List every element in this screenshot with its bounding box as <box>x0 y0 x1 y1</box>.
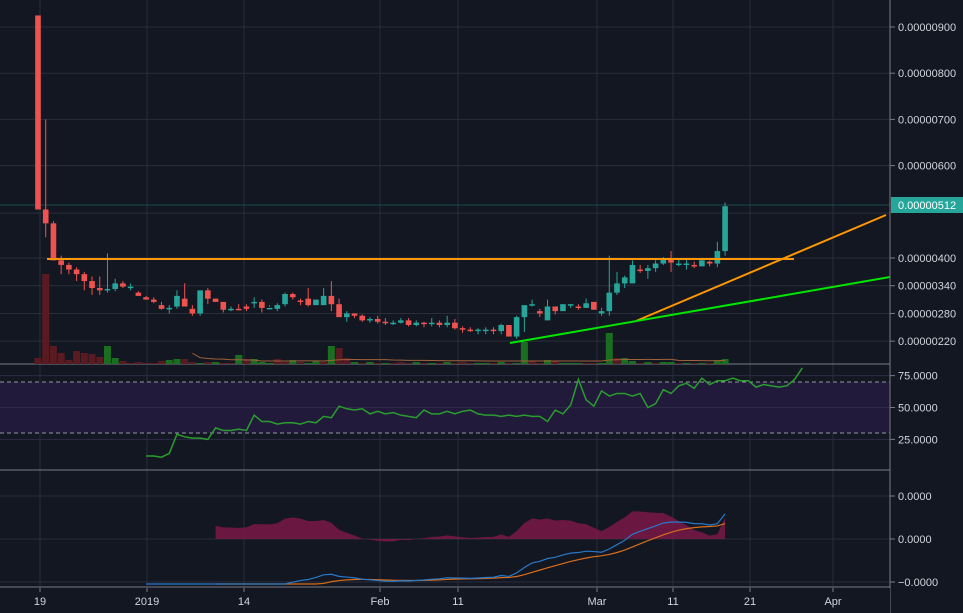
macd-indicator <box>146 511 726 585</box>
price-axes[interactable]: 0.00000900 0.00000800 0.00000700 0.00000600… <box>889 0 963 613</box>
time-tick-label: 11 <box>452 596 463 608</box>
time-axis[interactable]: 19 2019 14 Feb 11 Mar 11 21 Apr <box>0 588 890 613</box>
macd-tick-label: 0.0000 <box>898 491 932 503</box>
time-tick-label: 21 <box>744 596 756 608</box>
rsi-indicator <box>146 367 803 459</box>
time-tick-label: 2019 <box>135 596 159 608</box>
price-tick-label: 0.00000340 <box>898 281 956 293</box>
orange-trendline[interactable] <box>635 214 887 322</box>
svg-text:0.00000512: 0.00000512 <box>898 200 956 212</box>
time-tick-label: 11 <box>667 596 678 608</box>
volume-bars <box>34 274 729 364</box>
price-tick-label: 0.00000800 <box>898 68 956 80</box>
last-price-tag: 0.00000512 <box>891 197 963 213</box>
price-tick-label: 0.00000220 <box>898 336 956 348</box>
chart-grid <box>0 0 963 588</box>
time-tick-label: 14 <box>238 596 250 608</box>
candlesticks <box>35 15 728 339</box>
time-tick-label: Mar <box>588 596 607 608</box>
rsi-tick-label: 50.0000 <box>898 403 938 415</box>
time-tick-label: 19 <box>34 596 46 608</box>
price-tick-label: 0.00000600 <box>898 161 956 173</box>
rsi-tick-label: 25.0000 <box>898 434 938 446</box>
macd-tick-label: −0.0000 <box>898 577 938 589</box>
rsi-band <box>0 375 890 440</box>
trendline-drawings[interactable] <box>47 214 891 344</box>
macd-tick-label: 0.0000 <box>898 534 932 546</box>
price-tick-label: 0.00000900 <box>898 22 956 34</box>
price-tick-label: 0.00000280 <box>898 308 956 320</box>
price-tick-label: 0.00000700 <box>898 114 956 126</box>
green-trendline[interactable] <box>509 276 891 344</box>
time-tick-label: Feb <box>371 596 390 608</box>
time-tick-label: Apr <box>824 596 841 608</box>
rsi-tick-label: 75.0000 <box>898 371 938 383</box>
price-tick-label: 0.00000400 <box>898 253 956 265</box>
